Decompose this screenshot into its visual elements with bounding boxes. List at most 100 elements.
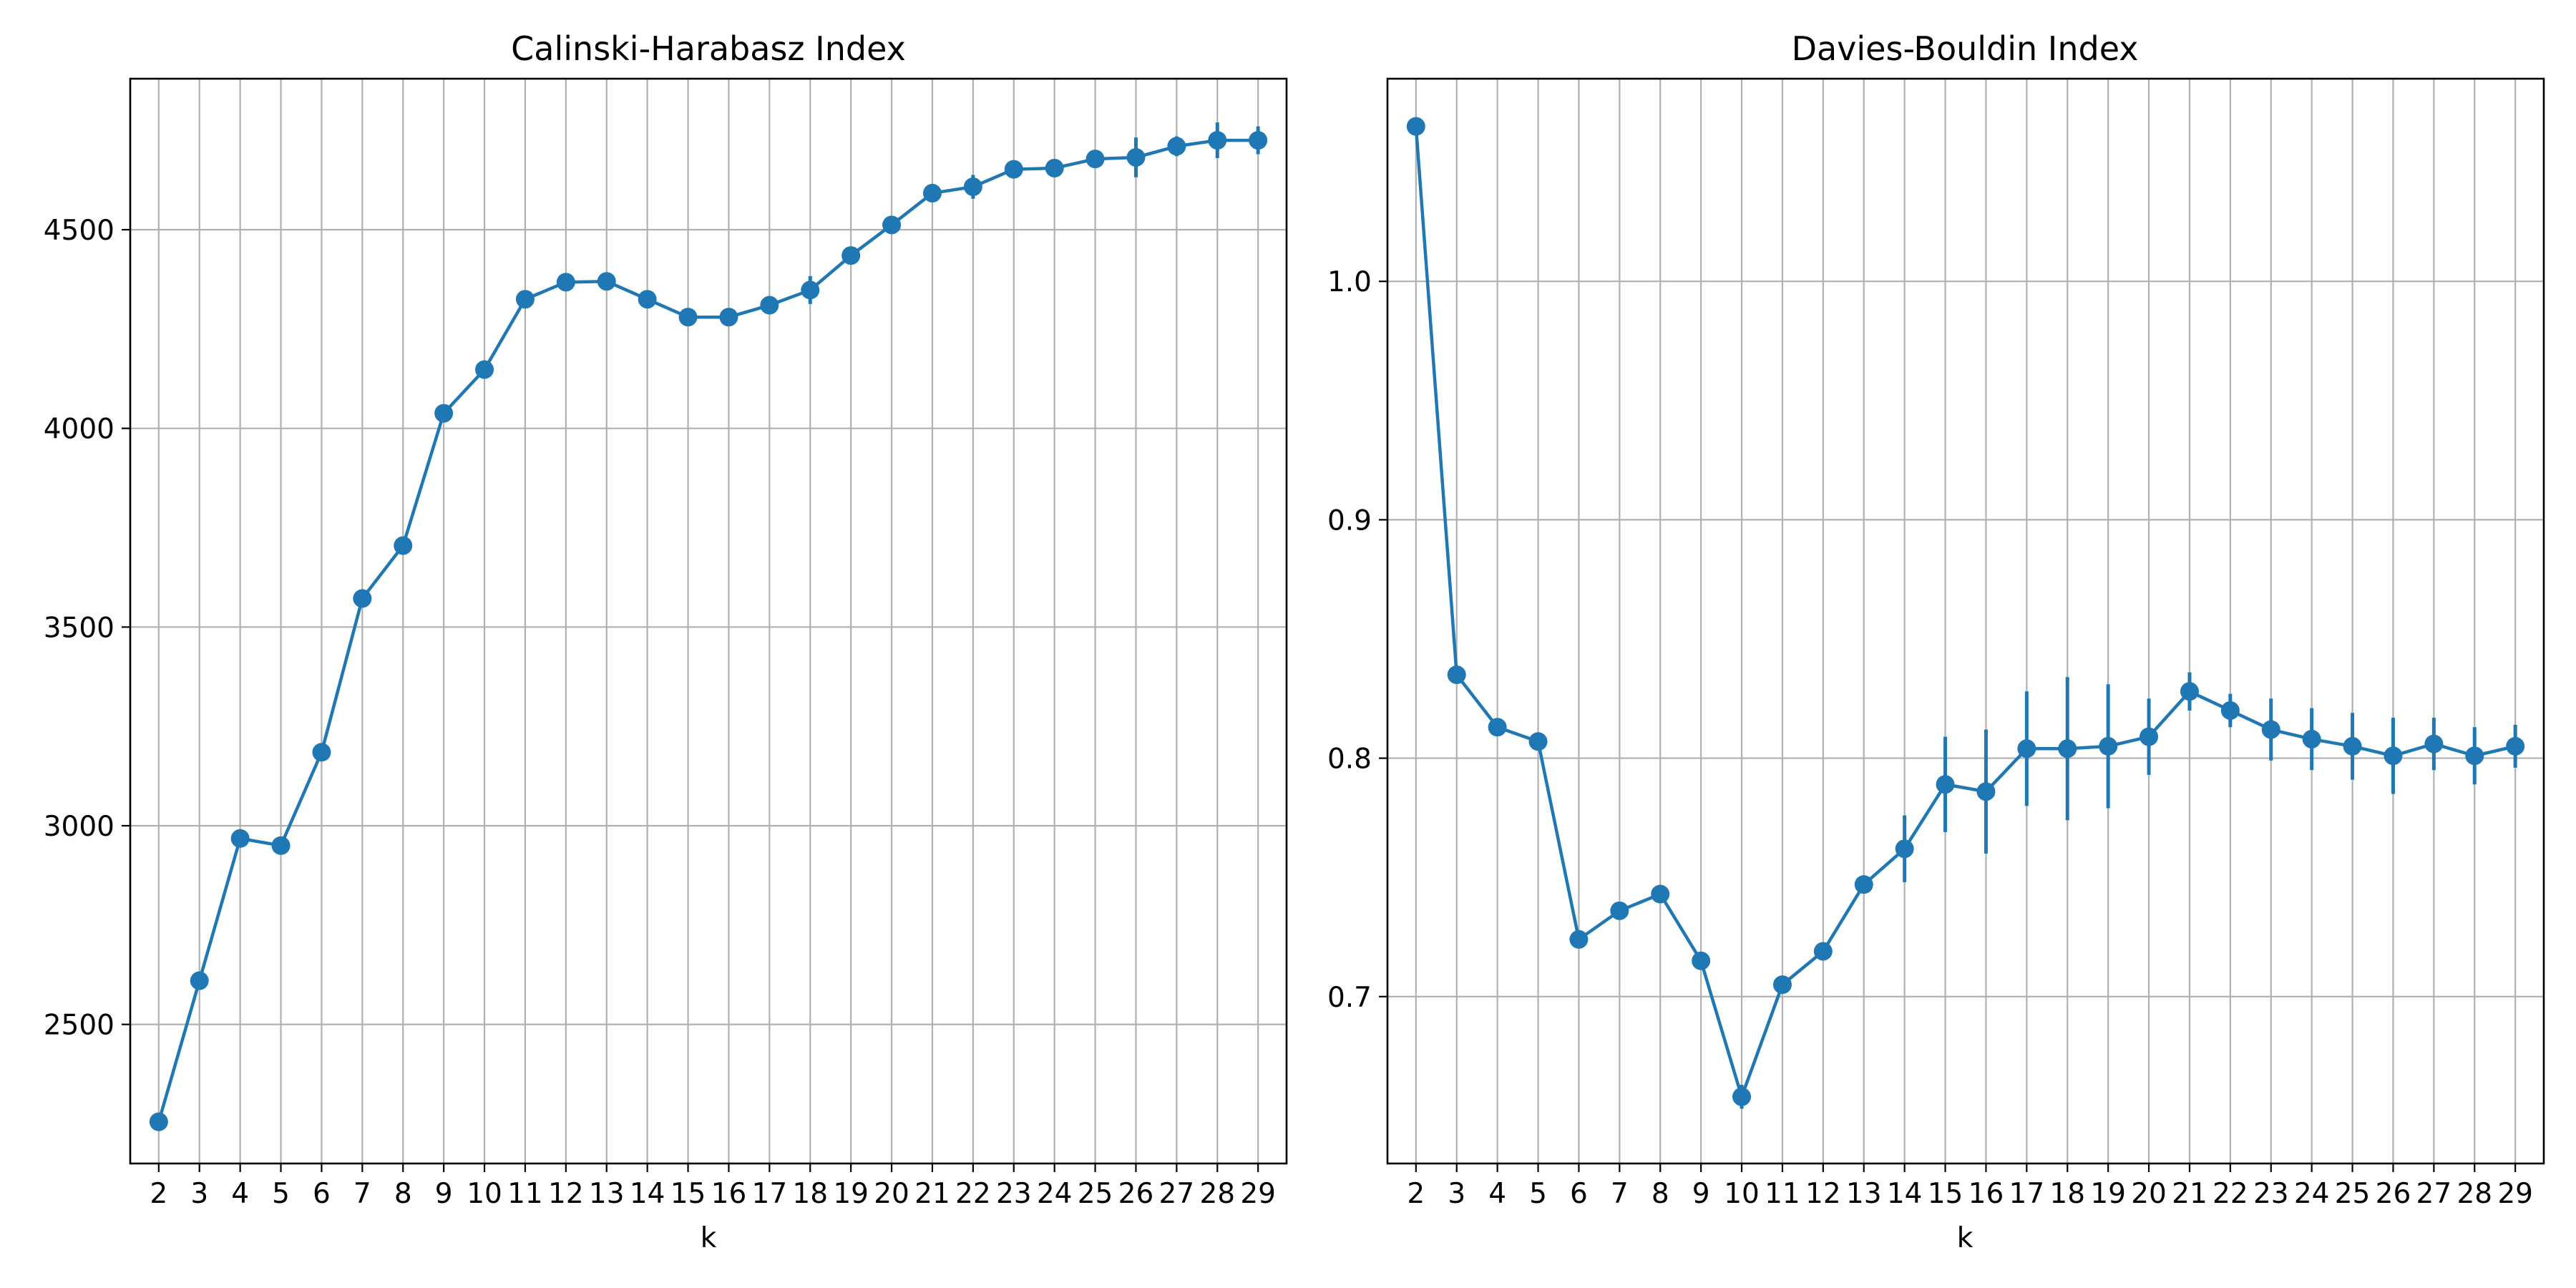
x-tick-label: 17 bbox=[2009, 1178, 2045, 1210]
x-tick-label: 9 bbox=[435, 1178, 453, 1210]
x-tick-label: 22 bbox=[955, 1178, 991, 1210]
data-point bbox=[963, 177, 982, 197]
data-point bbox=[515, 290, 535, 309]
y-tick-label: 2500 bbox=[44, 1010, 114, 1042]
data-point bbox=[475, 360, 494, 379]
data-point bbox=[2220, 701, 2240, 720]
data-point bbox=[719, 308, 738, 327]
data-point bbox=[1447, 665, 1466, 684]
x-tick-label: 10 bbox=[1724, 1178, 1760, 1210]
data-point bbox=[841, 246, 861, 265]
x-tick-label: 5 bbox=[1529, 1178, 1547, 1210]
x-tick-label: 18 bbox=[792, 1178, 828, 1210]
data-point bbox=[760, 296, 779, 315]
data-point bbox=[882, 215, 902, 235]
y-tick-label: 3500 bbox=[44, 612, 114, 644]
x-tick-label: 21 bbox=[2172, 1178, 2207, 1210]
x-tick-label: 6 bbox=[313, 1178, 331, 1210]
x-tick-label: 15 bbox=[670, 1178, 706, 1210]
data-point bbox=[1936, 775, 1955, 794]
data-point bbox=[556, 273, 575, 292]
x-tick-label: 8 bbox=[394, 1178, 412, 1210]
x-tick-label: 29 bbox=[2497, 1178, 2533, 1210]
data-point bbox=[1610, 901, 1629, 920]
x-tick-label: 11 bbox=[507, 1178, 543, 1210]
x-tick-label: 13 bbox=[1846, 1178, 1882, 1210]
data-point bbox=[801, 280, 820, 300]
data-point bbox=[1488, 718, 1507, 737]
data-point bbox=[1651, 884, 1670, 904]
x-tick-label: 3 bbox=[190, 1178, 208, 1210]
x-tick-label: 16 bbox=[711, 1178, 747, 1210]
data-point bbox=[1772, 975, 1792, 995]
data-point bbox=[1854, 875, 1873, 894]
data-point bbox=[1976, 782, 1996, 801]
data-point bbox=[2017, 739, 2036, 758]
x-tick-label: 29 bbox=[1240, 1178, 1276, 1210]
data-point bbox=[312, 743, 331, 762]
data-point bbox=[2180, 682, 2199, 701]
davies-bouldin-panel: Davies-Bouldin Index 2 3 4 5 6 7 8 9 10 11 12 13 14 1… bbox=[1327, 29, 2545, 1254]
x-tick-label: 19 bbox=[2090, 1178, 2126, 1210]
data-point bbox=[1126, 147, 1146, 167]
x-tick-label: 14 bbox=[1887, 1178, 1923, 1210]
y-tick-label: 0.7 bbox=[1327, 982, 1372, 1014]
data-point bbox=[190, 971, 209, 990]
plot-frame bbox=[129, 77, 1288, 1165]
x-tick-label: 24 bbox=[1037, 1178, 1073, 1210]
series-line bbox=[1414, 126, 2516, 1098]
data-point bbox=[434, 404, 454, 423]
data-point bbox=[353, 589, 372, 608]
data-point bbox=[149, 1112, 168, 1131]
x-tick-label: 10 bbox=[467, 1178, 502, 1210]
y-tick-label: 4500 bbox=[44, 215, 114, 247]
data-point bbox=[1813, 942, 1833, 961]
x-tick-label: 16 bbox=[1968, 1178, 2004, 1210]
x-tick-label: 6 bbox=[1570, 1178, 1588, 1210]
x-tick-label: 4 bbox=[1488, 1178, 1506, 1210]
data-point bbox=[2302, 729, 2321, 748]
axis-ticks: 2 3 4 5 6 7 8 9 10 11 12 13 14 15 16 17 18 19 20 21 22 23 24 25… bbox=[1327, 266, 2533, 1210]
x-tick-label: 19 bbox=[833, 1178, 869, 1210]
data-point bbox=[1004, 160, 1023, 179]
y-tick-label: 0.9 bbox=[1327, 504, 1372, 537]
x-tick-label: 23 bbox=[2253, 1178, 2289, 1210]
x-tick-label: 26 bbox=[2376, 1178, 2411, 1210]
x-tick-label: 28 bbox=[2457, 1178, 2492, 1210]
data-point bbox=[1208, 131, 1227, 150]
data-point bbox=[1045, 158, 1064, 177]
x-tick-label: 20 bbox=[2131, 1178, 2167, 1210]
x-tick-label: 2 bbox=[1407, 1178, 1425, 1210]
x-tick-label: 22 bbox=[2212, 1178, 2248, 1210]
x-tick-label: 21 bbox=[914, 1178, 950, 1210]
data-point bbox=[1167, 137, 1186, 156]
x-tick-label: 2 bbox=[150, 1178, 167, 1210]
data-point bbox=[1406, 117, 1425, 136]
x-tick-label: 25 bbox=[1078, 1178, 1113, 1210]
x-tick-label: 12 bbox=[548, 1178, 584, 1210]
x-tick-label: 23 bbox=[996, 1178, 1032, 1210]
x-tick-label: 9 bbox=[1692, 1178, 1710, 1210]
data-point bbox=[678, 308, 698, 327]
data-point bbox=[2099, 736, 2118, 756]
data-point bbox=[1249, 131, 1268, 150]
series-line bbox=[157, 138, 1259, 1123]
data-point bbox=[2384, 746, 2403, 766]
data-point bbox=[1528, 732, 1548, 751]
x-tick-label: 7 bbox=[1611, 1178, 1629, 1210]
x-tick-label: 7 bbox=[353, 1178, 371, 1210]
chart-title: Davies-Bouldin Index bbox=[1792, 29, 2139, 68]
x-tick-label: 27 bbox=[2416, 1178, 2452, 1210]
data-point bbox=[2424, 734, 2444, 753]
calinski-harabasz-panel: Calinski-Harabasz Index 2 3 4 5 6 7 8 9 10 11 12 13… bbox=[44, 29, 1288, 1254]
x-tick-label: 20 bbox=[874, 1178, 909, 1210]
data-point bbox=[230, 829, 250, 848]
data-point bbox=[638, 290, 657, 309]
y-tick-label: 3000 bbox=[44, 811, 114, 843]
x-tick-label: 13 bbox=[589, 1178, 625, 1210]
data-point bbox=[2140, 727, 2159, 746]
data-point bbox=[271, 836, 291, 855]
data-point bbox=[597, 272, 616, 291]
x-axis-label: k bbox=[701, 1222, 717, 1254]
